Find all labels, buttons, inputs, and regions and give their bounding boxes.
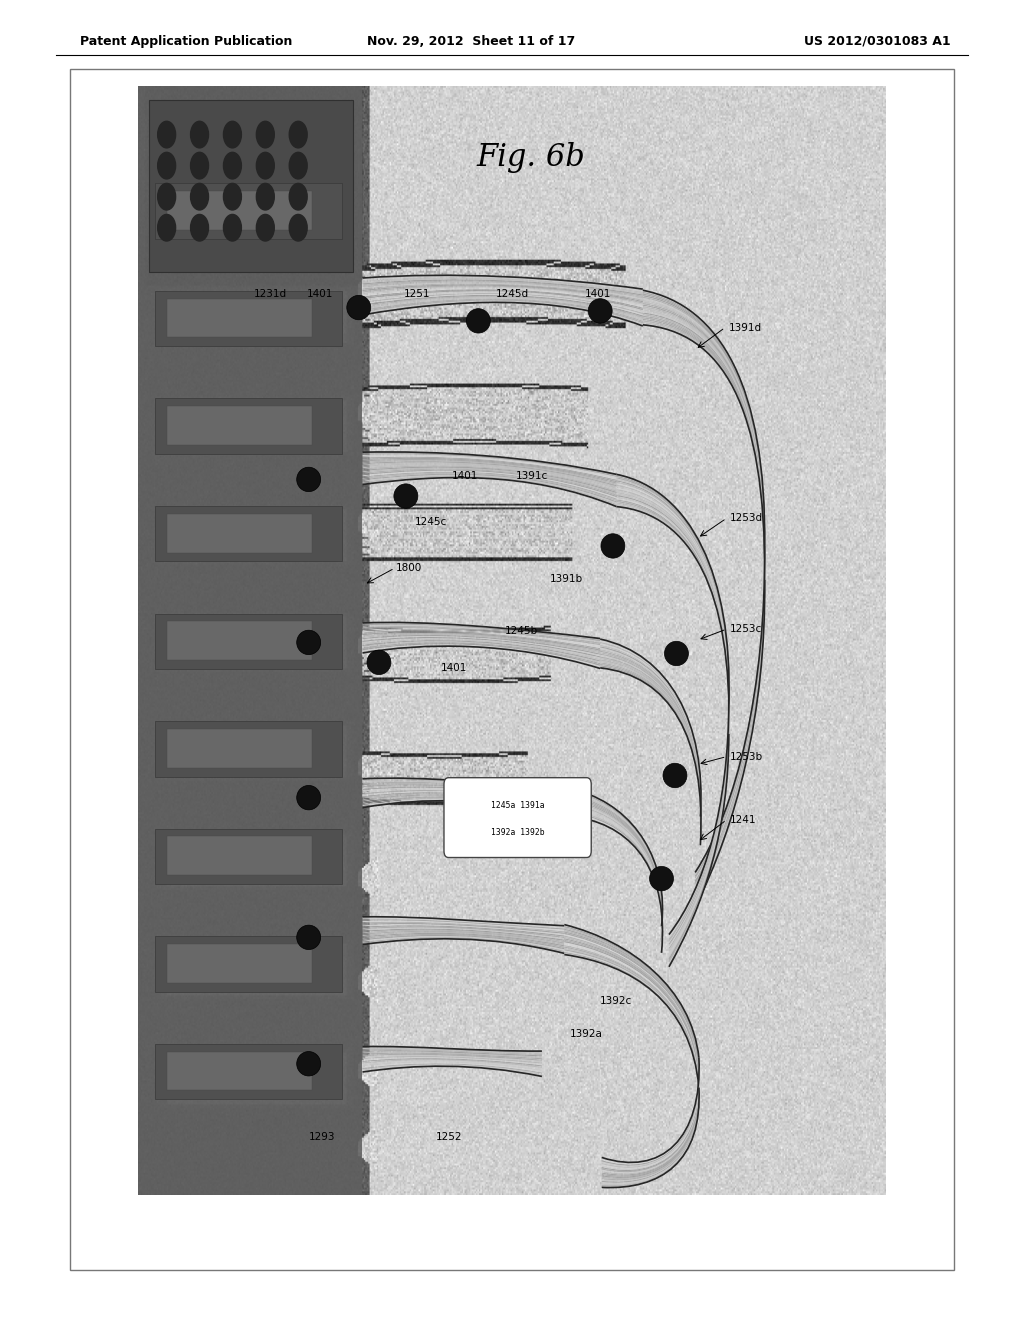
Text: 1251: 1251 (403, 289, 430, 300)
Ellipse shape (347, 296, 371, 319)
Text: 1391c: 1391c (516, 471, 548, 480)
Ellipse shape (297, 630, 321, 655)
FancyBboxPatch shape (444, 777, 591, 858)
Bar (167, 729, 312, 768)
Bar (155, 1044, 342, 1100)
Ellipse shape (466, 309, 490, 333)
Circle shape (289, 183, 307, 210)
Text: US 2012/0301083 A1: US 2012/0301083 A1 (804, 34, 950, 48)
Circle shape (223, 183, 242, 210)
Text: 1401: 1401 (586, 289, 611, 300)
Text: Patent Application Publication: Patent Application Publication (80, 34, 292, 48)
Circle shape (256, 214, 274, 242)
Ellipse shape (367, 651, 391, 675)
Text: 1231d: 1231d (254, 289, 287, 300)
Text: 1401: 1401 (453, 471, 478, 480)
Bar (167, 837, 312, 875)
Ellipse shape (663, 763, 687, 788)
Circle shape (190, 214, 209, 242)
Text: 1392a 1392b: 1392a 1392b (490, 828, 545, 837)
Text: 1253b: 1253b (730, 751, 764, 762)
Text: 1245b: 1245b (505, 626, 538, 636)
Ellipse shape (297, 785, 321, 810)
Circle shape (158, 152, 176, 180)
Ellipse shape (297, 1052, 321, 1076)
Circle shape (223, 214, 242, 242)
Bar (167, 944, 312, 983)
Ellipse shape (588, 298, 612, 323)
Text: 1245d: 1245d (496, 289, 528, 300)
Text: 1253d: 1253d (730, 513, 764, 523)
Circle shape (190, 152, 209, 180)
Text: 1245a 1391a: 1245a 1391a (490, 801, 545, 810)
Bar (155, 829, 342, 884)
Bar (155, 614, 342, 669)
Text: 1391b: 1391b (549, 574, 583, 585)
Text: 1800: 1800 (396, 564, 422, 573)
Text: 1401: 1401 (306, 289, 333, 300)
Circle shape (158, 183, 176, 210)
Circle shape (256, 183, 274, 210)
Text: 1245c: 1245c (415, 516, 447, 527)
Bar (70, 69, 954, 1270)
Bar (155, 721, 342, 776)
Text: 1241: 1241 (730, 814, 757, 825)
Text: 1401: 1401 (441, 663, 467, 673)
Bar (167, 298, 312, 338)
Circle shape (256, 152, 274, 180)
Circle shape (289, 214, 307, 242)
Ellipse shape (649, 866, 674, 891)
Text: 1392c: 1392c (600, 995, 633, 1006)
Text: 1391d: 1391d (729, 322, 762, 333)
Circle shape (223, 121, 242, 148)
Circle shape (190, 183, 209, 210)
Text: Nov. 29, 2012  Sheet 11 of 17: Nov. 29, 2012 Sheet 11 of 17 (367, 34, 575, 48)
Circle shape (190, 121, 209, 148)
Ellipse shape (297, 925, 321, 949)
Bar (155, 506, 342, 561)
Circle shape (289, 152, 307, 180)
Ellipse shape (601, 533, 625, 558)
Bar (155, 290, 342, 346)
Text: 1252: 1252 (436, 1133, 462, 1142)
Circle shape (223, 152, 242, 180)
Ellipse shape (297, 467, 321, 491)
Text: Fig. 6b: Fig. 6b (476, 143, 585, 173)
Circle shape (158, 121, 176, 148)
Bar (155, 183, 342, 239)
Text: 1293: 1293 (308, 1133, 335, 1142)
Bar (138, 86, 362, 1195)
Text: 1392a: 1392a (570, 1028, 603, 1039)
Text: 1253c: 1253c (730, 624, 763, 634)
Circle shape (289, 121, 307, 148)
Bar (167, 407, 312, 445)
Circle shape (158, 214, 176, 242)
Bar (167, 191, 312, 230)
Ellipse shape (394, 484, 418, 508)
Bar (155, 936, 342, 991)
Ellipse shape (665, 642, 688, 665)
Circle shape (256, 121, 274, 148)
Bar (167, 513, 312, 553)
Bar (167, 1052, 312, 1090)
Bar (167, 622, 312, 660)
Bar (150, 100, 353, 272)
Bar (155, 399, 342, 454)
